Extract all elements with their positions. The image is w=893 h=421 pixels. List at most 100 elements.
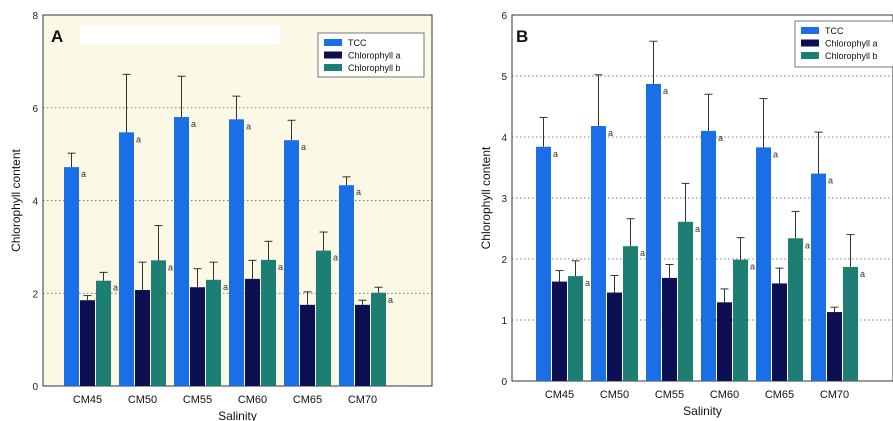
panel-a-legend-swatch [324, 39, 342, 46]
panel-a-bar [119, 132, 134, 386]
panel-a-legend-label: TCC [348, 38, 367, 48]
panel-b-bar [811, 173, 826, 381]
panel-a-significance-label: a [301, 142, 306, 152]
panel-b-legend-swatch [801, 52, 819, 59]
panel-a-bar [80, 300, 95, 386]
panel-b-category-label: CM55 [655, 389, 684, 401]
panel-b-y-tick-label: 6 [501, 11, 507, 22]
panel-a-significance-label: a [333, 253, 338, 263]
panel-b-bar [678, 221, 693, 381]
panel-b-y-tick-label: 5 [501, 72, 507, 83]
panel-b-y-tick-label: 1 [501, 316, 507, 327]
panel-a-bar [229, 119, 244, 386]
panel-a-y-axis-title: Chlorophyll content [9, 148, 23, 251]
panel-a-bar [64, 167, 79, 386]
panel-b-y-tick-label: 2 [501, 255, 507, 266]
panel-a-bar [151, 260, 166, 386]
panel-a-bar [316, 250, 331, 386]
panel-b-bar [717, 302, 732, 381]
panel-b-bar [662, 277, 677, 381]
panel-a-significance-label: a [223, 282, 228, 292]
panel-b-category-label: CM60 [710, 389, 739, 401]
panel-b-chart: 0123456aaaCM45aaaCM50aaaCM55aaaCM60aaaCM… [479, 11, 893, 418]
panel-b-category-label: CM70 [820, 389, 849, 401]
panel-b-significance-label: a [608, 128, 613, 138]
panel-a-bar [284, 140, 299, 386]
panel-b-category-label: CM65 [765, 389, 794, 401]
panel-b-bar [827, 312, 842, 381]
panel-b-y-tick-label: 3 [501, 194, 507, 205]
panel-b-bar [536, 146, 551, 381]
panel-b-bar [623, 246, 638, 381]
panel-b-category-label: CM45 [545, 389, 574, 401]
panel-a-bar [174, 117, 189, 387]
panel-b-significance-label: a [773, 149, 778, 159]
panel-b-bar [607, 292, 622, 381]
panel-b-legend-label: Chlorophyll a [825, 39, 878, 49]
panel-b-significance-label: a [640, 248, 645, 258]
panel-a-significance-label: a [168, 262, 173, 272]
panel-a-bar [300, 304, 315, 386]
panel-a-bar [96, 280, 111, 386]
panel-a-y-tick-label: 8 [32, 11, 38, 22]
panel-a-y-tick-label: 6 [32, 104, 38, 115]
panel-a-legend-label: Chlorophyll a [348, 51, 401, 61]
panel-b-bar [701, 130, 716, 381]
panel-b-y-tick-label: 4 [501, 133, 507, 144]
panel-a-bar [355, 304, 370, 386]
panel-a-legend-swatch [324, 64, 342, 71]
panel-a-bar [135, 290, 150, 386]
panel-a-x-axis-title: Salinity [218, 409, 257, 421]
panel-a-y-tick-label: 0 [32, 382, 38, 393]
panel-b-legend-swatch [801, 39, 819, 47]
panel-b-bar [646, 83, 661, 382]
panel-a-significance-label: a [278, 262, 283, 272]
panel-a-label-box [80, 26, 280, 44]
panel-b-legend: TCC Chlorophyll a Chlorophyll b [794, 20, 893, 68]
panel-a-panel-label: A [51, 27, 63, 46]
panel-a-category-label: CM50 [128, 394, 157, 406]
panel-b-panel-label: B [516, 27, 528, 46]
panel-a-significance-label: a [136, 134, 141, 144]
panel-a-bar [339, 185, 354, 386]
panel-b-significance-label: a [750, 262, 755, 272]
panel-a-significance-label: a [81, 169, 86, 179]
panel-a-category-label: CM65 [293, 394, 322, 406]
panel-b-bar [568, 276, 583, 381]
panel-b-bar [552, 281, 567, 381]
panel-a-chart: 02468aaaCM45aaaCM50aaaCM55aaaCM60aaaCM65… [9, 11, 433, 421]
panel-b-bar [591, 126, 606, 382]
panel-a-legend: TCC Chlorophyll a Chlorophyll b [317, 32, 425, 78]
panel-a-legend-label: Chlorophyll b [348, 63, 401, 73]
panel-b-legend-swatch [801, 27, 819, 34]
panel-b-significance-label: a [663, 86, 668, 96]
panel-a-significance-label: a [191, 119, 196, 129]
panel-b-bar [772, 283, 787, 381]
panel-a-significance-label: a [388, 295, 393, 305]
panel-b-bar [756, 147, 771, 381]
panel-b-x-axis-title: Salinity [683, 404, 722, 418]
panel-a-bar [261, 259, 276, 386]
panel-b-significance-label: a [695, 224, 700, 234]
panel-a-category-label: CM55 [183, 394, 212, 406]
panel-b-significance-label: a [805, 240, 810, 250]
panel-b-significance-label: a [553, 149, 558, 159]
panel-b-bar [843, 266, 858, 381]
panel-b-y-tick-label: 0 [501, 377, 507, 388]
panel-a-legend-swatch [324, 51, 342, 59]
panel-a-y-tick-label: 2 [32, 289, 38, 300]
panel-b-significance-label: a [585, 278, 590, 288]
panel-a-bar [206, 279, 221, 386]
panel-a-category-label: CM45 [73, 394, 102, 406]
panel-a-y-tick-label: 4 [32, 197, 38, 208]
panel-b-legend-label: Chlorophyll b [825, 51, 878, 61]
panel-b-y-axis-title: Chlorophyll content [479, 146, 493, 249]
panel-b-category-label: CM50 [600, 389, 629, 401]
panel-a-significance-label: a [356, 187, 361, 197]
panel-b-significance-label: a [828, 176, 833, 186]
panel-a-category-label: CM60 [238, 394, 267, 406]
panel-a-bar [190, 287, 205, 386]
panel-b-bar [733, 259, 748, 381]
panel-a-significance-label: a [246, 121, 251, 131]
